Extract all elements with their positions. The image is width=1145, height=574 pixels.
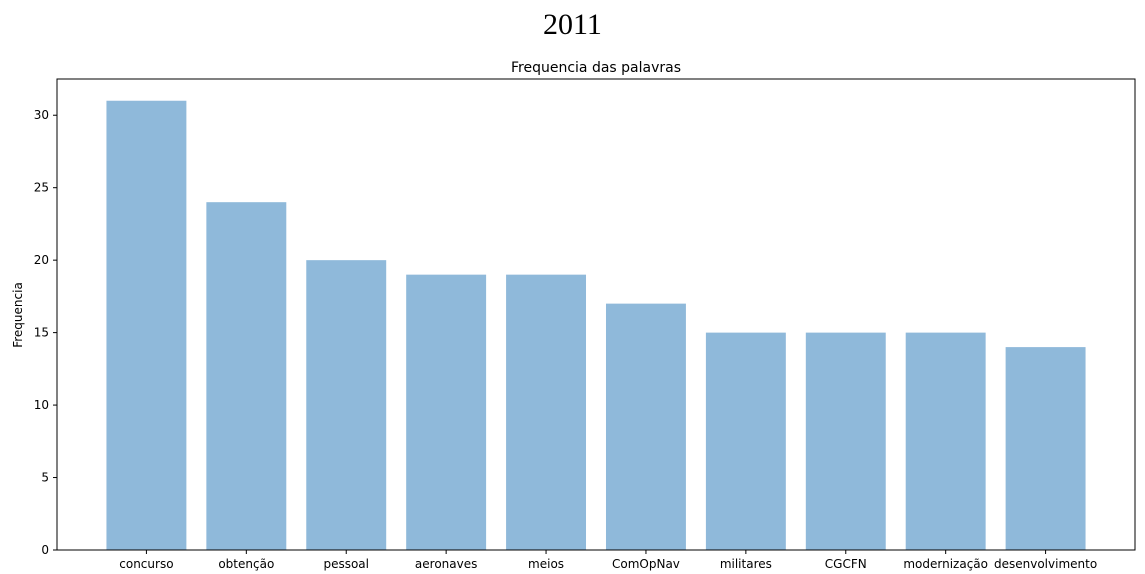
y-tick-label: 20 <box>34 253 49 267</box>
x-tick-label: CGCFN <box>825 557 867 571</box>
y-axis-ticks: 0 5 10 15 20 25 30 <box>34 108 57 557</box>
y-tick-label: 15 <box>34 326 49 340</box>
x-tick-label: ComOpNav <box>612 557 680 571</box>
bar-CGCFN <box>805 332 886 550</box>
bar-aeronaves <box>406 274 487 550</box>
bar-concurso <box>106 100 187 551</box>
bar-militares <box>705 332 786 550</box>
x-tick-label: meios <box>528 557 564 571</box>
figure-heading: 2011 <box>543 8 602 41</box>
chart-title: Frequencia das palavras <box>511 60 681 76</box>
bar-desenvolvimento <box>1005 347 1086 550</box>
bar-pessoal <box>306 260 387 550</box>
y-tick-label: 10 <box>34 398 49 412</box>
x-tick-label: aeronaves <box>415 557 477 571</box>
bar-meios <box>506 274 587 550</box>
bar-obtenção <box>206 202 287 550</box>
x-tick-label: modernização <box>903 557 988 571</box>
x-tick-label: pessoal <box>323 557 369 571</box>
x-tick-label: obtenção <box>218 557 274 571</box>
x-axis-ticks: concurso obtenção pessoal aeronaves meios Com… <box>119 550 1097 571</box>
bar-ComOpNav <box>605 303 686 550</box>
y-tick-label: 30 <box>34 108 49 122</box>
bars <box>106 100 1086 551</box>
x-tick-label: militares <box>720 557 772 571</box>
x-tick-label: desenvolvimento <box>994 557 1097 571</box>
y-tick-label: 5 <box>41 471 49 485</box>
plot-frame <box>56 78 1136 551</box>
y-axis-label: Frequencia <box>11 282 25 348</box>
bar-modernização <box>905 332 986 550</box>
y-tick-label: 25 <box>34 181 49 195</box>
x-tick-label: concurso <box>119 557 173 571</box>
y-tick-label: 0 <box>41 543 49 557</box>
